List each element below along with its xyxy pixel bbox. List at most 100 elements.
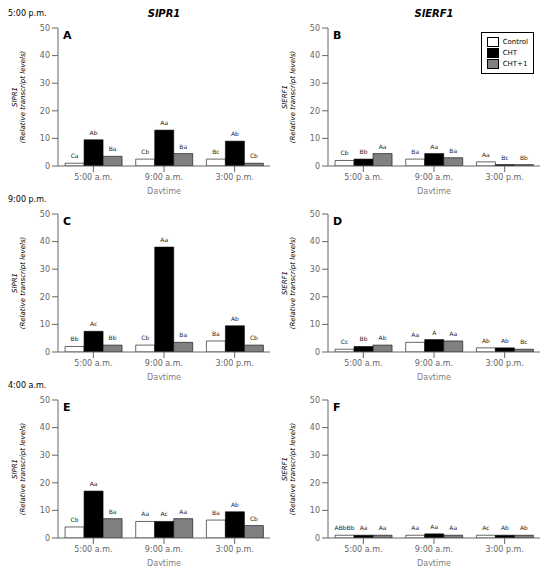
svg-text:9:00 a.m.: 9:00 a.m. (415, 545, 453, 554)
svg-text:3:00 p.m.: 3:00 p.m. (215, 545, 253, 554)
svg-text:Aa: Aa (449, 524, 457, 531)
svg-text:Aa: Aa (430, 523, 438, 530)
svg-text:0: 0 (315, 534, 320, 543)
svg-text:Cb: Cb (141, 334, 149, 341)
svg-text:Bb: Bb (109, 334, 117, 341)
svg-text:Daytime: Daytime (147, 559, 181, 566)
svg-text:Bc: Bc (501, 154, 508, 161)
svg-text:Daytime: Daytime (417, 559, 451, 566)
svg-text:ABbBb: ABbBb (335, 524, 355, 531)
svg-text:9:00 a.m.: 9:00 a.m. (415, 359, 453, 368)
svg-text:5:00 a.m.: 5:00 a.m. (74, 545, 112, 554)
svg-text:Ba: Ba (411, 148, 419, 155)
svg-text:Daytime: Daytime (417, 187, 451, 194)
svg-text:Ac: Ac (161, 510, 168, 517)
svg-text:40: 40 (310, 51, 320, 60)
svg-text:Ab: Ab (231, 315, 239, 322)
svg-text:50: 50 (310, 24, 320, 33)
svg-text:Aa: Aa (141, 510, 149, 517)
svg-text:10: 10 (310, 506, 320, 515)
svg-text:0: 0 (45, 534, 50, 543)
svg-text:40: 40 (40, 237, 50, 246)
svg-text:30: 30 (310, 79, 320, 88)
svg-text:9:00 a.m.: 9:00 a.m. (145, 359, 183, 368)
svg-text:Daytime: Daytime (147, 373, 181, 380)
svg-text:40: 40 (40, 51, 50, 60)
svg-text:Aa: Aa (90, 480, 98, 487)
svg-text:20: 20 (40, 479, 50, 488)
svg-text:20: 20 (40, 293, 50, 302)
svg-text:Bc: Bc (212, 148, 219, 155)
svg-text:Ab: Ab (379, 334, 387, 341)
svg-text:50: 50 (40, 24, 50, 33)
svg-text:9:00 a.m.: 9:00 a.m. (145, 545, 183, 554)
svg-text:5:00 a.m.: 5:00 a.m. (344, 173, 382, 182)
svg-text:Ba: Ba (212, 330, 220, 337)
svg-text:0: 0 (45, 348, 50, 357)
svg-text:Ab: Ab (482, 337, 490, 344)
svg-text:3:00 p.m.: 3:00 p.m. (485, 359, 523, 368)
svg-text:Aa: Aa (360, 524, 368, 531)
svg-text:Aa: Aa (379, 143, 387, 150)
svg-text:40: 40 (40, 423, 50, 432)
svg-text:Bb: Bb (520, 154, 528, 161)
svg-text:Aa: Aa (379, 524, 387, 531)
svg-text:Ba: Ba (212, 509, 220, 516)
svg-text:3:00 p.m.: 3:00 p.m. (215, 359, 253, 368)
svg-text:Daytime: Daytime (147, 187, 181, 194)
svg-text:Cb: Cb (250, 152, 258, 159)
svg-text:Ba: Ba (449, 147, 457, 154)
svg-text:5:00 a.m.: 5:00 a.m. (74, 359, 112, 368)
svg-text:Ca: Ca (71, 152, 79, 159)
svg-text:Aa: Aa (430, 143, 438, 150)
svg-text:20: 20 (40, 107, 50, 116)
svg-text:10: 10 (40, 506, 50, 515)
svg-text:Ab: Ab (231, 130, 239, 137)
svg-text:0: 0 (315, 348, 320, 357)
svg-text:Ac: Ac (482, 524, 489, 531)
svg-text:0: 0 (45, 162, 50, 171)
svg-text:20: 20 (310, 293, 320, 302)
svg-text:5:00 a.m.: 5:00 a.m. (344, 359, 382, 368)
svg-text:5:00 a.m.: 5:00 a.m. (74, 173, 112, 182)
svg-text:Aa: Aa (449, 330, 457, 337)
svg-text:Bb: Bb (360, 148, 368, 155)
svg-text:10: 10 (310, 134, 320, 143)
svg-text:9:00 a.m.: 9:00 a.m. (415, 173, 453, 182)
svg-text:Cb: Cb (250, 515, 258, 522)
svg-text:Ab: Ab (231, 501, 239, 508)
svg-text:Ab: Ab (520, 524, 528, 531)
svg-text:Ba: Ba (109, 145, 117, 152)
svg-text:0: 0 (315, 162, 320, 171)
svg-text:Aa: Aa (482, 151, 490, 158)
svg-text:Ab: Ab (501, 524, 509, 531)
svg-text:Aa: Aa (411, 524, 419, 531)
svg-text:Aa: Aa (179, 508, 187, 515)
svg-text:50: 50 (40, 210, 50, 219)
svg-text:3:00 p.m.: 3:00 p.m. (485, 545, 523, 554)
svg-text:Aa: Aa (160, 236, 168, 243)
svg-text:Daytime: Daytime (417, 373, 451, 380)
svg-text:50: 50 (310, 396, 320, 405)
svg-text:A: A (432, 329, 437, 336)
svg-text:30: 30 (310, 265, 320, 274)
svg-text:30: 30 (40, 79, 50, 88)
svg-text:Cb: Cb (71, 516, 79, 523)
svg-text:Cb: Cb (250, 334, 258, 341)
svg-text:9:00 a.m.: 9:00 a.m. (145, 173, 183, 182)
svg-text:3:00 p.m.: 3:00 p.m. (215, 173, 253, 182)
svg-text:30: 30 (40, 451, 50, 460)
svg-text:Ba: Ba (179, 331, 187, 338)
svg-text:Bc: Bc (520, 338, 527, 345)
svg-text:Ab: Ab (90, 129, 98, 136)
svg-text:Cb: Cb (341, 149, 349, 156)
svg-text:Cc: Cc (341, 338, 349, 345)
svg-text:Aa: Aa (411, 331, 419, 338)
svg-text:Ba: Ba (179, 143, 187, 150)
svg-text:5:00 a.m.: 5:00 a.m. (344, 545, 382, 554)
svg-text:Ab: Ab (501, 337, 509, 344)
svg-text:10: 10 (40, 134, 50, 143)
svg-text:40: 40 (310, 423, 320, 432)
svg-text:20: 20 (310, 107, 320, 116)
svg-text:10: 10 (310, 320, 320, 329)
